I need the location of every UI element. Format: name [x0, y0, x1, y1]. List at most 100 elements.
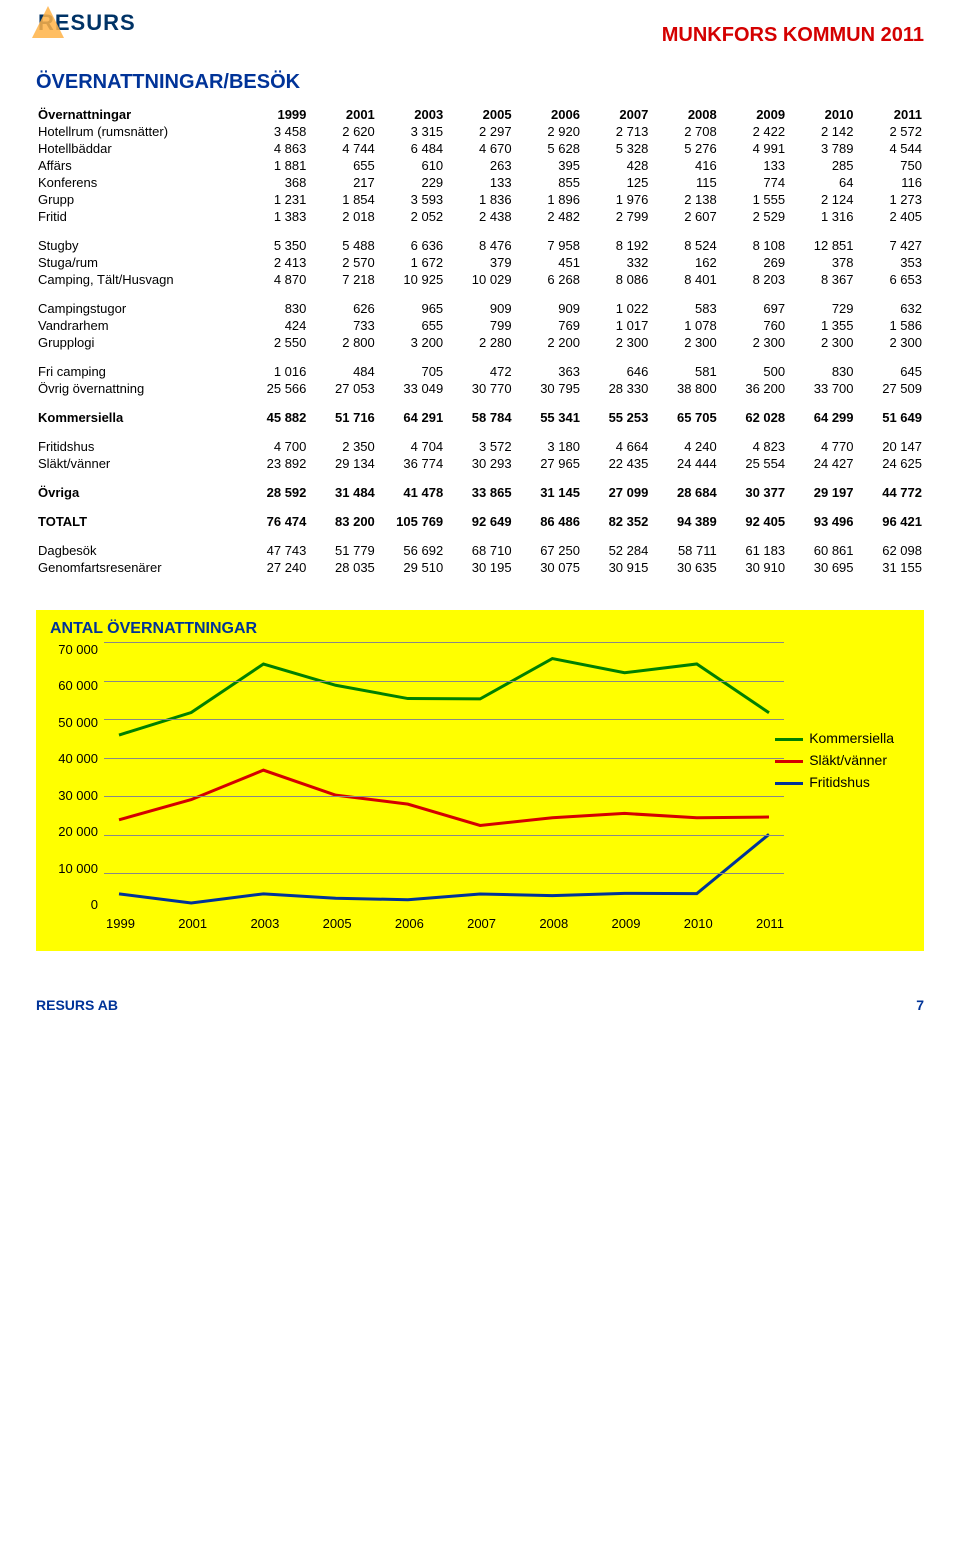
row-value: 2 713	[582, 123, 650, 140]
row-value: 1 976	[582, 191, 650, 208]
row-value: 133	[445, 174, 513, 191]
row-value: 2 018	[308, 208, 376, 225]
row-value: 28 035	[308, 559, 376, 576]
row-value: 56 692	[377, 542, 445, 559]
row-value: 30 915	[582, 559, 650, 576]
row-value: 632	[856, 300, 924, 317]
row-value: 30 377	[719, 484, 787, 501]
row-value: 55 341	[514, 409, 582, 426]
row-value: 8 192	[582, 237, 650, 254]
row-value: 27 965	[514, 455, 582, 472]
row-value: 269	[719, 254, 787, 271]
row-value: 2 124	[787, 191, 855, 208]
row-value: 30 910	[719, 559, 787, 576]
row-value: 1 016	[240, 363, 308, 380]
row-value: 500	[719, 363, 787, 380]
chart-title: ANTAL ÖVERNATTNINGAR	[50, 620, 910, 638]
row-value: 27 099	[582, 484, 650, 501]
row-value: 68 710	[445, 542, 513, 559]
row-label: Stuga/rum	[36, 254, 240, 271]
row-value: 583	[650, 300, 718, 317]
row-value: 750	[856, 157, 924, 174]
row-value: 24 625	[856, 455, 924, 472]
row-value: 830	[787, 363, 855, 380]
row-value: 774	[719, 174, 787, 191]
row-value: 65 705	[650, 409, 718, 426]
row-value: 1 022	[582, 300, 650, 317]
chart-plot	[104, 642, 784, 912]
row-value: 64 291	[377, 409, 445, 426]
row-value: 4 240	[650, 438, 718, 455]
row-value: 1 273	[856, 191, 924, 208]
row-label: Fritid	[36, 208, 240, 225]
table-row: Fritidshus4 7002 3504 7043 5723 1804 664…	[36, 438, 924, 455]
row-value: 28 330	[582, 380, 650, 397]
row-value: 25 554	[719, 455, 787, 472]
row-value: 1 881	[240, 157, 308, 174]
row-value: 5 328	[582, 140, 650, 157]
legend-item: Fritidshus	[775, 774, 894, 790]
row-value: 2 200	[514, 334, 582, 351]
row-value: 28 684	[650, 484, 718, 501]
row-value: 4 863	[240, 140, 308, 157]
table-row: Campingstugor8306269659099091 0225836977…	[36, 300, 924, 317]
row-value: 1 078	[650, 317, 718, 334]
table-row: Släkt/vänner23 89229 13436 77430 29327 9…	[36, 455, 924, 472]
row-label: Fritidshus	[36, 438, 240, 455]
row-value: 62 028	[719, 409, 787, 426]
table-col-year: 1999	[240, 106, 308, 123]
row-value: 115	[650, 174, 718, 191]
row-value: 2 350	[308, 438, 376, 455]
row-value: 909	[514, 300, 582, 317]
row-value: 60 861	[787, 542, 855, 559]
row-label: Hotellrum (rumsnätter)	[36, 123, 240, 140]
row-label: Hotellbäddar	[36, 140, 240, 157]
table-row: Konferens36821722913385512511577464116	[36, 174, 924, 191]
row-value: 1 555	[719, 191, 787, 208]
logo: RESURS	[32, 8, 136, 40]
row-value: 2 607	[650, 208, 718, 225]
table-col-year: 2006	[514, 106, 582, 123]
row-value: 416	[650, 157, 718, 174]
row-value: 30 695	[787, 559, 855, 576]
row-label: Släkt/vänner	[36, 455, 240, 472]
row-value: 8 367	[787, 271, 855, 288]
table-row: Övriga28 59231 48441 47833 86531 14527 0…	[36, 484, 924, 501]
row-value: 3 200	[377, 334, 445, 351]
row-value: 22 435	[582, 455, 650, 472]
row-value: 4 700	[240, 438, 308, 455]
row-value: 1 836	[445, 191, 513, 208]
row-value: 27 240	[240, 559, 308, 576]
row-label: Grupp	[36, 191, 240, 208]
table-col-year: 2005	[445, 106, 513, 123]
legend-item: Släkt/vänner	[775, 752, 894, 768]
table-col-year: 2010	[787, 106, 855, 123]
row-value: 760	[719, 317, 787, 334]
row-value: 3 315	[377, 123, 445, 140]
row-value: 6 268	[514, 271, 582, 288]
row-value: 1 896	[514, 191, 582, 208]
document-title: MUNKFORS KOMMUN 2011	[36, 24, 924, 47]
row-value: 4 670	[445, 140, 513, 157]
row-value: 45 882	[240, 409, 308, 426]
row-value: 909	[445, 300, 513, 317]
row-value: 33 049	[377, 380, 445, 397]
row-value: 5 488	[308, 237, 376, 254]
row-value: 2 142	[787, 123, 855, 140]
row-value: 30 293	[445, 455, 513, 472]
row-value: 484	[308, 363, 376, 380]
row-value: 2 297	[445, 123, 513, 140]
row-label: Övrig övernattning	[36, 380, 240, 397]
row-value: 44 772	[856, 484, 924, 501]
row-value: 82 352	[582, 513, 650, 530]
row-value: 1 017	[582, 317, 650, 334]
table-row: Stuga/rum2 4132 5701 6723794513321622693…	[36, 254, 924, 271]
row-value: 36 774	[377, 455, 445, 472]
row-value: 6 484	[377, 140, 445, 157]
row-value: 30 635	[650, 559, 718, 576]
row-label: Genomfartsresenärer	[36, 559, 240, 576]
row-label: Camping, Tält/Husvagn	[36, 271, 240, 288]
row-value: 76 474	[240, 513, 308, 530]
row-value: 7 958	[514, 237, 582, 254]
row-value: 8 476	[445, 237, 513, 254]
